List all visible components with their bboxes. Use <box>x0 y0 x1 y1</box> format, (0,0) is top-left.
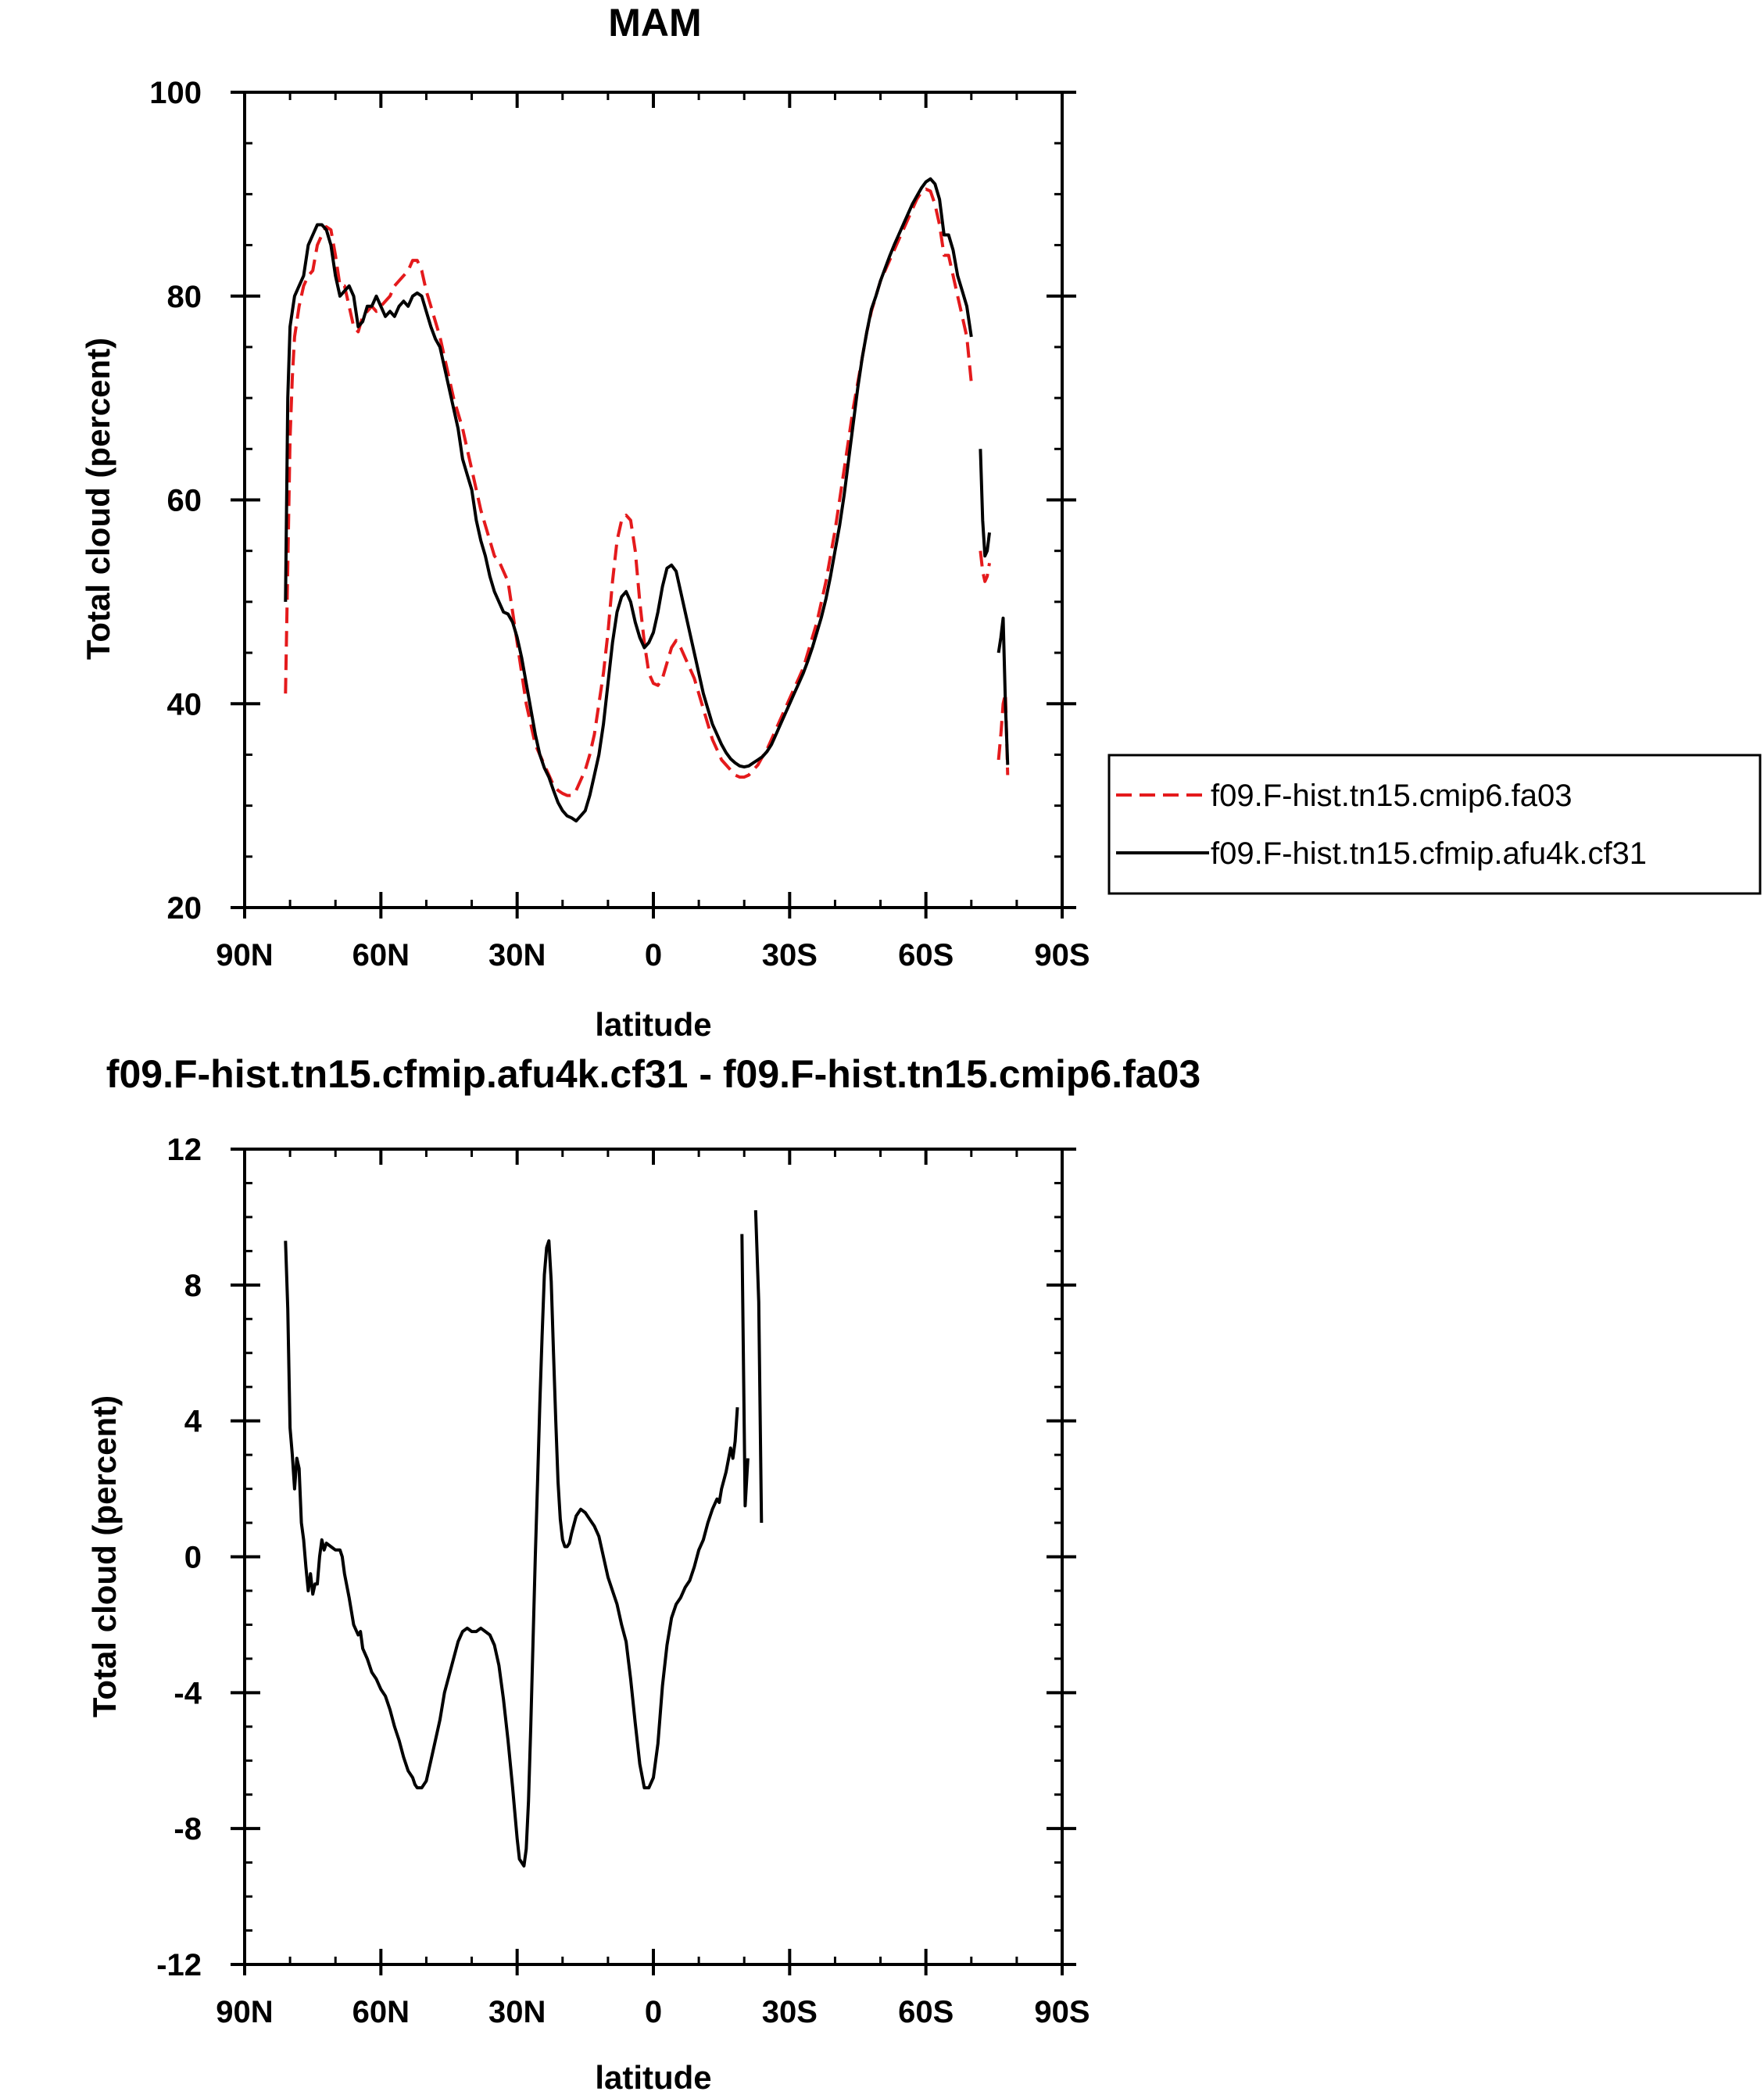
top-legend: f09.F-hist.tn15.cmip6.fa03 f09.F-hist.tn… <box>1107 754 1762 895</box>
x-tick-label: 30S <box>762 1995 818 2029</box>
x-tick-label: 90N <box>216 938 273 972</box>
y-tick-label: -4 <box>174 1676 202 1710</box>
series-line-difference-segment-0 <box>284 1239 739 1868</box>
x-tick-label: 0 <box>645 938 662 972</box>
x-tick-label: 30S <box>762 938 818 972</box>
top-x-tick-labels: 90N 60N 30N 0 30S 60S 90S <box>216 938 1090 972</box>
y-tick-label: 4 <box>184 1405 202 1439</box>
bottom-chart-panel: f09.F-hist.tn15.cfmip.afu4k.cf31 - f09.F… <box>86 1052 1200 2095</box>
y-tick-label: 8 <box>184 1269 202 1303</box>
bottom-chart-title: f09.F-hist.tn15.cfmip.afu4k.cf31 - f09.F… <box>106 1052 1200 1096</box>
x-tick-label: 60N <box>352 938 410 972</box>
y-tick-label: 80 <box>167 280 202 314</box>
y-tick-label: -12 <box>156 1948 202 1982</box>
bottom-plot-frame <box>243 1148 1064 1966</box>
bottom-axis-ticks <box>231 1148 1076 1975</box>
top-y-axis-title: Total cloud (percent) <box>80 338 116 660</box>
x-tick-label: 0 <box>645 1995 662 2029</box>
x-tick-label: 30N <box>488 938 546 972</box>
x-tick-label: 60S <box>898 938 954 972</box>
top-x-axis-title: latitude <box>595 1006 711 1043</box>
bottom-y-tick-labels: -12 -8 -4 0 4 8 12 <box>156 1133 202 1982</box>
legend-label-fa03: f09.F-hist.tn15.cmip6.fa03 <box>1211 779 1572 813</box>
x-tick-label: 90S <box>1034 1995 1090 2029</box>
series-line-cf31-segment-1 <box>979 449 991 558</box>
x-tick-label: 60S <box>898 1995 954 2029</box>
bottom-x-axis-title: latitude <box>595 2059 711 2095</box>
series-line-fa03-segment-1 <box>979 550 991 583</box>
bottom-series-lines <box>284 1210 764 1868</box>
series-line-difference-segment-1 <box>740 1234 750 1508</box>
bottom-x-tick-labels: 90N 60N 30N 0 30S 60S 90S <box>216 1995 1090 2029</box>
legend-box <box>1107 754 1762 895</box>
top-chart-panel: MAM 20 40 60 80 100 90N 60N 30N 0 30S 60S 90S lati… <box>80 1 1762 1043</box>
legend-label-cf31: f09.F-hist.tn15.cfmip.afu4k.cf31 <box>1211 836 1647 871</box>
x-tick-label: 90S <box>1034 938 1090 972</box>
series-line-fa03-segment-0 <box>284 187 973 797</box>
y-tick-label: -8 <box>174 1812 202 1846</box>
series-line-cf31-segment-0 <box>284 177 973 823</box>
x-tick-label: 60N <box>352 1995 410 2029</box>
top-axis-ticks <box>231 91 1076 919</box>
top-y-tick-labels: 20 40 60 80 100 <box>149 76 202 926</box>
top-plot-frame <box>243 91 1064 909</box>
series-line-cf31-segment-2 <box>996 616 1010 765</box>
y-tick-label: 60 <box>167 484 202 518</box>
y-tick-label: 0 <box>184 1541 202 1575</box>
y-tick-label: 20 <box>167 891 202 926</box>
y-tick-label: 12 <box>167 1133 202 1167</box>
top-chart-title: MAM <box>608 1 701 45</box>
y-tick-label: 40 <box>167 687 202 722</box>
x-tick-label: 30N <box>488 1995 546 2029</box>
x-tick-label: 90N <box>216 1995 273 2029</box>
top-series-lines <box>284 177 1010 823</box>
bottom-y-axis-title: Total cloud (percent) <box>86 1395 123 1717</box>
series-line-difference-segment-2 <box>753 1210 764 1524</box>
y-tick-label: 100 <box>149 76 202 110</box>
